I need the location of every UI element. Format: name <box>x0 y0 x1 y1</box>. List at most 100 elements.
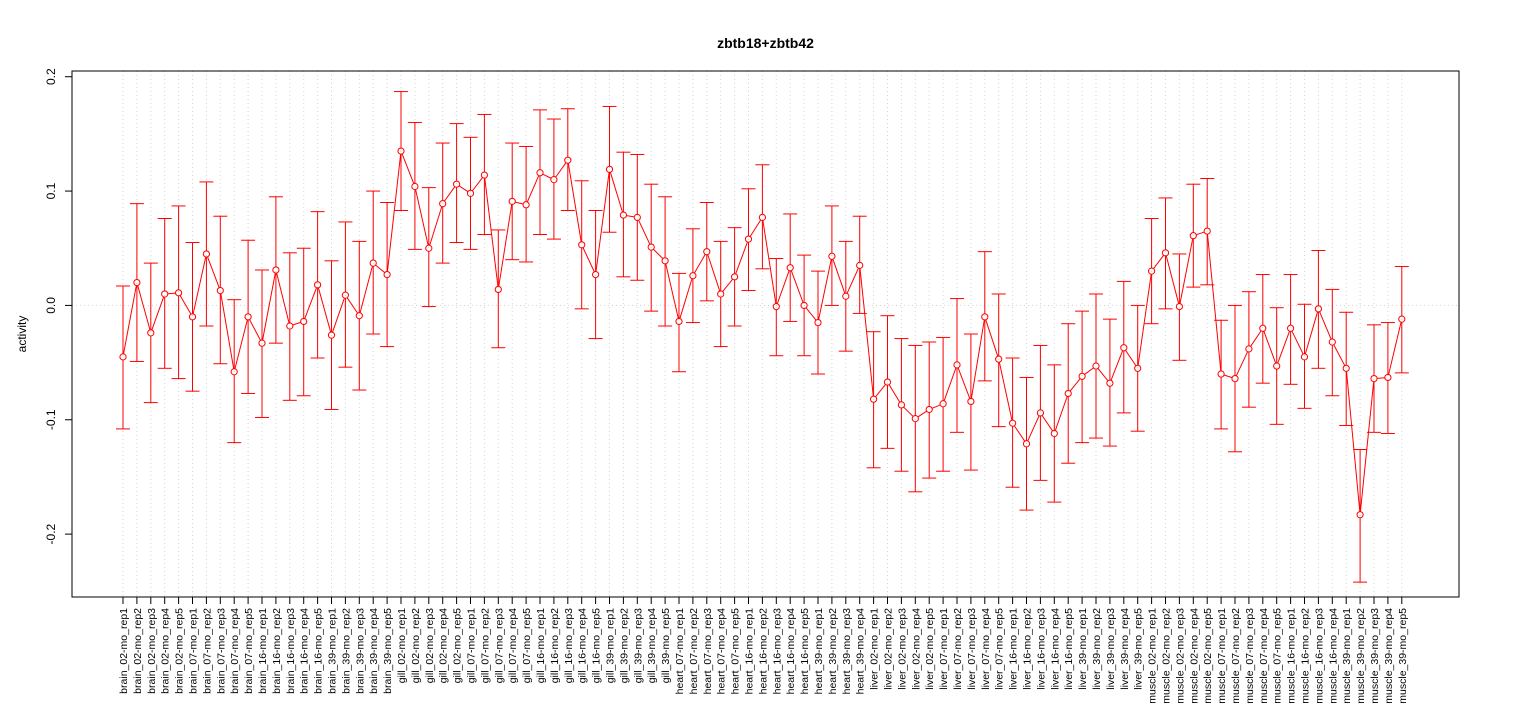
x-tick-label: brain_07-mo_rep4 <box>229 608 241 694</box>
error-bar <box>143 262 158 404</box>
error-bar <box>435 142 450 264</box>
error-bar <box>1130 304 1145 432</box>
data-point <box>1328 338 1336 346</box>
error-bar <box>1325 288 1340 397</box>
x-tick-label: brain_16-mo_rep5 <box>313 608 325 694</box>
data-point <box>731 273 739 281</box>
x-tick-label: muscle_39-mo_rep5 <box>1397 608 1409 704</box>
series-segment <box>1196 231 1205 236</box>
x-tick-label: liver_07-mo_rep1 <box>938 608 950 690</box>
x-tick-label: muscle_39-mo_rep3 <box>1369 608 1381 704</box>
series-segment <box>220 293 235 369</box>
series-segment <box>192 256 207 314</box>
series-segment <box>762 220 777 304</box>
series-segment <box>818 259 832 320</box>
data-point <box>327 331 336 339</box>
series-segment <box>943 367 957 402</box>
x-tick-label: heart_07-mo_rep5 <box>730 608 742 695</box>
error-bar <box>797 254 812 357</box>
x-tick-label: heart_39-mo_rep4 <box>855 608 867 695</box>
series-segment <box>1125 350 1137 367</box>
error-bar <box>1061 323 1076 464</box>
x-tick-label: liver_02-mo_rep2 <box>883 608 895 690</box>
x-tick-label: brain_02-mo_rep4 <box>160 608 172 694</box>
data-point <box>1342 364 1350 372</box>
series-segment <box>1345 371 1361 512</box>
series-segment <box>471 177 483 192</box>
series-segment <box>458 185 469 193</box>
error-bar <box>977 251 992 382</box>
x-tick-label: muscle_02-mo_rep4 <box>1188 608 1200 704</box>
x-tick-label: brain_02-mo_rep5 <box>174 608 186 694</box>
error-bar <box>1353 448 1368 583</box>
data-point <box>619 211 628 219</box>
data-point <box>1092 362 1100 370</box>
x-tick-label: brain_02-mo_rep1 <box>118 608 130 694</box>
error-bar <box>241 239 256 394</box>
x-tick-label: brain_39-mo_rep1 <box>327 608 339 694</box>
x-tick-label: brain_02-mo_rep2 <box>132 608 144 694</box>
error-bar <box>588 210 603 340</box>
series-segment <box>970 319 985 399</box>
series-segment <box>542 173 552 179</box>
data-point <box>286 322 294 330</box>
error-bar <box>1186 183 1201 288</box>
x-tick-label: brain_16-mo_rep1 <box>257 608 269 694</box>
series-segment <box>1388 322 1402 375</box>
error-bar <box>866 331 881 469</box>
series-segment <box>859 268 874 397</box>
data-point <box>272 266 280 274</box>
x-tick-label: gill_02-mo_rep1 <box>396 608 408 683</box>
data-point <box>1078 372 1086 380</box>
x-tick-label: liver_39-mo_rep3 <box>1105 608 1117 690</box>
x-tick-label: heart_16-mo_rep4 <box>785 608 797 695</box>
x-tick-label: heart_16-mo_rep5 <box>799 608 811 695</box>
error-bar <box>630 153 645 281</box>
y-tick-label: -0.2 <box>44 523 58 544</box>
series-segment <box>1277 331 1290 364</box>
x-tick-label: brain_07-mo_rep5 <box>243 608 255 694</box>
series-segment <box>1084 367 1094 375</box>
series-segment <box>234 319 248 369</box>
error-bar <box>963 333 978 471</box>
x-tick-label: liver_07-mo_rep5 <box>994 608 1006 690</box>
error-bar <box>1200 177 1215 286</box>
error-bar <box>1214 319 1229 430</box>
data-point <box>689 272 697 280</box>
x-tick-label: heart_39-mo_rep2 <box>827 608 839 695</box>
error-bar <box>1144 218 1159 325</box>
x-tick-label: liver_07-mo_rep4 <box>980 608 992 690</box>
error-bar <box>894 338 909 472</box>
x-tick-label: liver_02-mo_rep4 <box>910 608 922 690</box>
x-tick-label: gill_16-mo_rep4 <box>577 608 589 683</box>
error-bar <box>505 142 520 261</box>
data-point <box>633 213 641 221</box>
data-point <box>1009 419 1017 427</box>
data-point <box>703 248 711 256</box>
series-segment <box>638 219 651 245</box>
error-bar <box>268 196 283 344</box>
series-segment <box>1041 415 1053 432</box>
series-segment <box>903 406 914 417</box>
series-segment <box>1304 311 1319 355</box>
series-segment <box>694 254 706 274</box>
x-tick-label: liver_16-mo_rep1 <box>1008 608 1020 690</box>
series-segment <box>262 272 276 341</box>
error-bar <box>1283 274 1298 385</box>
series-segment <box>1377 377 1385 379</box>
x-tick-label: gill_16-mo_rep2 <box>549 608 561 683</box>
series-segment <box>665 263 679 319</box>
series-segment <box>998 362 1013 421</box>
x-tick-label: muscle_02-mo_rep5 <box>1202 608 1214 704</box>
error-bar <box>546 118 561 240</box>
error-bar <box>1394 266 1409 374</box>
data-point <box>953 361 961 369</box>
error-bar <box>1089 293 1103 439</box>
series-segment <box>498 204 513 287</box>
x-tick-label: liver_16-mo_rep4 <box>1049 608 1061 690</box>
error-bar <box>519 145 534 263</box>
x-tick-label: brain_16-mo_rep2 <box>271 608 283 694</box>
data-point <box>578 241 586 249</box>
x-tick-label: liver_39-mo_rep2 <box>1091 608 1103 690</box>
error-bar <box>685 228 700 324</box>
